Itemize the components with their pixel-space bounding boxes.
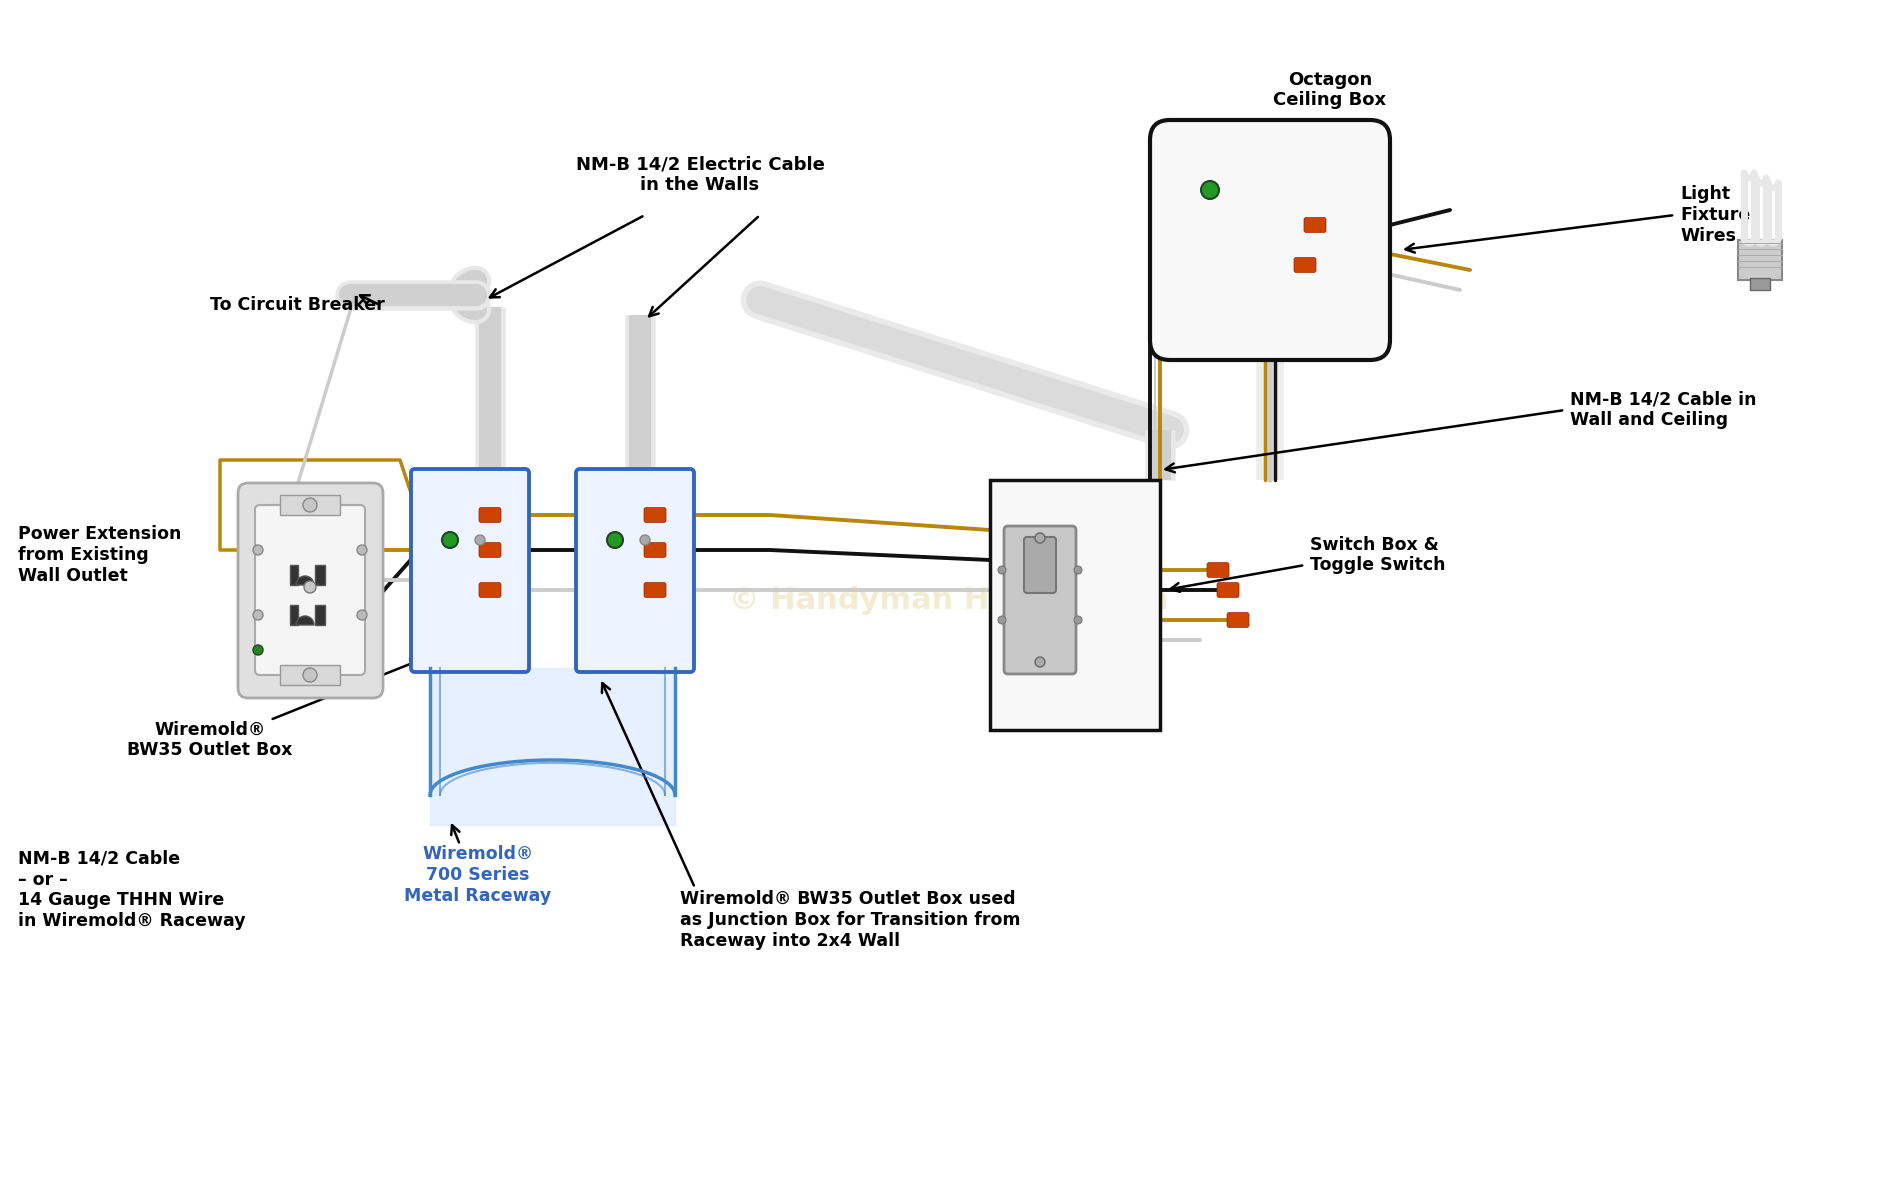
FancyBboxPatch shape bbox=[412, 469, 530, 671]
FancyBboxPatch shape bbox=[1150, 120, 1389, 360]
Circle shape bbox=[442, 532, 457, 548]
Circle shape bbox=[357, 545, 366, 555]
Text: Wiremold®
BW35 Outlet Box: Wiremold® BW35 Outlet Box bbox=[127, 721, 292, 760]
Text: © Handyman How To.com: © Handyman How To.com bbox=[729, 585, 1169, 615]
Circle shape bbox=[252, 610, 264, 620]
Text: NM-B 14/2 Electric Cable
in the Walls: NM-B 14/2 Electric Cable in the Walls bbox=[575, 155, 824, 194]
FancyBboxPatch shape bbox=[1025, 537, 1055, 593]
Bar bbox=[1739, 240, 1782, 280]
Bar bbox=[290, 605, 298, 626]
FancyBboxPatch shape bbox=[478, 508, 501, 522]
Circle shape bbox=[1074, 565, 1082, 574]
Circle shape bbox=[304, 498, 317, 512]
Circle shape bbox=[304, 581, 315, 593]
Bar bbox=[281, 495, 340, 515]
Circle shape bbox=[998, 565, 1006, 574]
Circle shape bbox=[640, 535, 649, 545]
Circle shape bbox=[252, 545, 264, 555]
Bar bbox=[290, 565, 298, 585]
Circle shape bbox=[1034, 532, 1046, 543]
Circle shape bbox=[1201, 181, 1219, 199]
FancyBboxPatch shape bbox=[1004, 527, 1076, 674]
Text: NM-B 14/2 Cable
– or –
14 Gauge THHN Wire
in Wiremold® Raceway: NM-B 14/2 Cable – or – 14 Gauge THHN Wir… bbox=[17, 849, 245, 931]
Text: Power Extension
from Existing
Wall Outlet: Power Extension from Existing Wall Outle… bbox=[17, 525, 182, 584]
FancyBboxPatch shape bbox=[575, 469, 695, 671]
FancyBboxPatch shape bbox=[643, 508, 666, 522]
Wedge shape bbox=[296, 616, 313, 626]
FancyBboxPatch shape bbox=[1217, 583, 1239, 597]
Text: Light
Fixture
Wires: Light Fixture Wires bbox=[1680, 185, 1750, 245]
Text: Octagon
Ceiling Box: Octagon Ceiling Box bbox=[1274, 71, 1387, 110]
Text: To Circuit Breaker: To Circuit Breaker bbox=[211, 296, 385, 315]
Circle shape bbox=[998, 616, 1006, 624]
Circle shape bbox=[1034, 657, 1046, 667]
FancyBboxPatch shape bbox=[254, 505, 364, 675]
FancyBboxPatch shape bbox=[1304, 218, 1327, 232]
Circle shape bbox=[1074, 616, 1082, 624]
Text: Wiremold® BW35 Outlet Box used
as Junction Box for Transition from
Raceway into : Wiremold® BW35 Outlet Box used as Juncti… bbox=[679, 891, 1021, 949]
Circle shape bbox=[357, 610, 366, 620]
FancyBboxPatch shape bbox=[237, 483, 383, 699]
Circle shape bbox=[252, 646, 264, 655]
Wedge shape bbox=[296, 576, 313, 585]
Text: Switch Box &
Toggle Switch: Switch Box & Toggle Switch bbox=[1310, 536, 1446, 575]
FancyBboxPatch shape bbox=[643, 543, 666, 557]
Bar bbox=[1750, 278, 1771, 290]
Circle shape bbox=[607, 532, 623, 548]
FancyBboxPatch shape bbox=[1294, 258, 1315, 272]
FancyBboxPatch shape bbox=[478, 583, 501, 597]
Bar bbox=[315, 565, 325, 585]
FancyBboxPatch shape bbox=[643, 583, 666, 597]
FancyBboxPatch shape bbox=[1207, 563, 1230, 577]
Text: Wiremold®
700 Series
Metal Raceway: Wiremold® 700 Series Metal Raceway bbox=[404, 845, 552, 905]
Circle shape bbox=[304, 668, 317, 682]
Circle shape bbox=[474, 535, 486, 545]
Bar bbox=[315, 605, 325, 626]
Bar bbox=[991, 479, 1160, 730]
Bar bbox=[281, 666, 340, 684]
FancyBboxPatch shape bbox=[478, 543, 501, 557]
Text: NM-B 14/2 Cable in
Wall and Ceiling: NM-B 14/2 Cable in Wall and Ceiling bbox=[1570, 391, 1756, 430]
FancyBboxPatch shape bbox=[1226, 613, 1249, 628]
